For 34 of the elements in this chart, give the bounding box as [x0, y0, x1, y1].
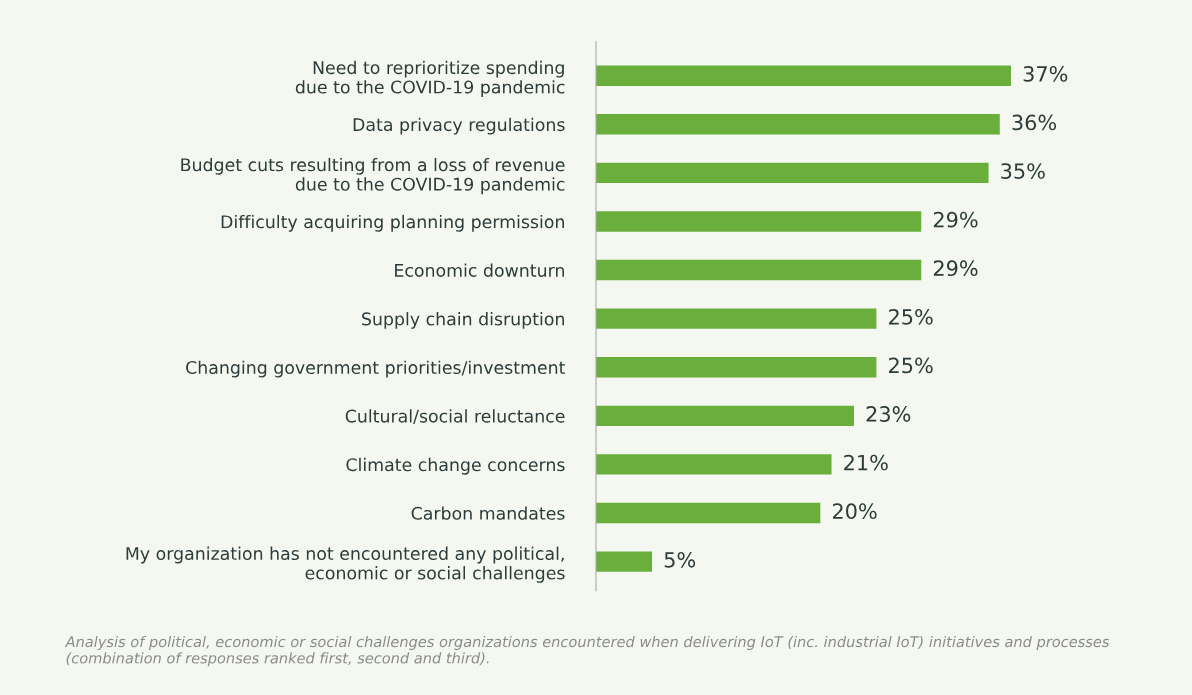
- data-label: 23%: [866, 406, 911, 422]
- y-tick-label: Economic downturn: [395, 263, 564, 277]
- bar: [596, 65, 1011, 86]
- data-label: 29%: [933, 260, 978, 277]
- bar: [596, 211, 922, 232]
- y-tick-label: Need to reprioritize spending due to the COVID-19 pandemic: [295, 60, 565, 97]
- y-tick-label: Budget cuts resulting from a loss of revenue due to the COVID-19 pandemic: [181, 157, 565, 195]
- data-label: 35%: [1001, 163, 1045, 179]
- data-label: 5%: [664, 551, 696, 568]
- data-label: 20%: [832, 503, 877, 520]
- y-tick-label: Cultural/social reluctance: [345, 409, 565, 425]
- bar: [596, 308, 877, 329]
- data-label: 25%: [889, 357, 933, 374]
- text: Analysis of political, economic or social challenges organizations encountered when delivering IoT (inc. industrial IoT) initiatives and processes (combination of responses ranked first, second and third).: [64, 635, 1110, 667]
- bar: [596, 162, 989, 184]
- data-label: 25%: [889, 308, 933, 325]
- y-tick-label: Changing government priorities/investment: [186, 360, 566, 378]
- bar: [596, 405, 854, 427]
- y-tick-label: Carbon mandates: [411, 506, 565, 520]
- data-label: 21%: [844, 454, 888, 471]
- data-label: 37%: [1023, 66, 1068, 82]
- y-tick-label: My organization has not encountered any political, economic or social challenges: [126, 546, 565, 583]
- y-tick-label: Difficulty acquiring planning permission: [221, 214, 564, 232]
- bar: [596, 259, 922, 281]
- data-label: 29%: [933, 211, 978, 228]
- bar: [596, 454, 832, 475]
- y-tick-label: Data privacy regulations: [353, 117, 565, 135]
- bar: [596, 551, 653, 572]
- bar: [596, 357, 877, 378]
- y-tick-label: Climate change concerns: [346, 457, 565, 475]
- y-tick-label: Supply chain disruption: [362, 312, 564, 329]
- bar: [596, 114, 1000, 135]
- bar: [596, 502, 821, 524]
- data-label: 36%: [1012, 114, 1057, 131]
